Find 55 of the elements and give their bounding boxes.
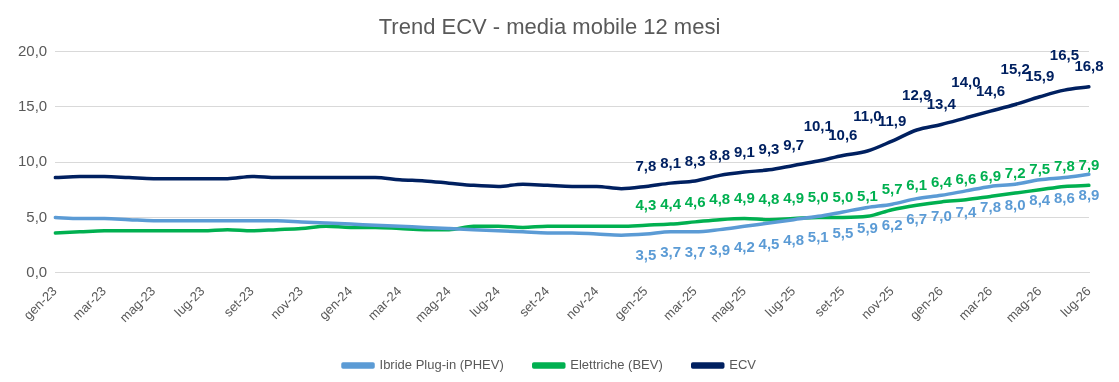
data-label: 7,8 (635, 157, 657, 175)
chart-title: Trend ECV - media mobile 12 mesi (378, 14, 721, 40)
data-label: 8,3 (684, 151, 706, 169)
data-label: 6,6 (955, 170, 977, 188)
legend-label: ECV (729, 357, 757, 373)
data-label: 3,7 (660, 243, 681, 261)
data-label: 7,4 (955, 202, 978, 220)
data-label: 4,4 (660, 194, 682, 212)
data-label: 5,7 (881, 180, 903, 198)
data-label: 9,3 (758, 140, 780, 158)
data-label: 11,0 (853, 106, 882, 124)
data-label: 8,4 (1029, 191, 1051, 209)
data-label: 5,1 (807, 227, 829, 245)
data-label: 5,5 (832, 223, 854, 241)
y-tick-label: 10,0 (17, 152, 48, 170)
data-label: 4,9 (783, 189, 805, 207)
data-label: 7,8 (1053, 157, 1075, 175)
data-label: 6,2 (881, 215, 903, 233)
y-tick-label: 20,0 (17, 41, 48, 59)
data-label: 5,0 (807, 188, 829, 206)
y-tick-label: 0,0 (26, 262, 48, 280)
data-label: 3,9 (709, 241, 731, 259)
data-label: 8,9 (1078, 185, 1100, 203)
data-label: 8,8 (709, 146, 731, 164)
data-label: 3,7 (684, 243, 706, 261)
data-label: 5,0 (832, 188, 854, 206)
y-tick-label: 5,0 (26, 207, 48, 225)
data-label: 7,8 (980, 198, 1001, 216)
data-label: 8,1 (660, 153, 681, 171)
data-label: 6,7 (906, 210, 928, 228)
data-label: 4,6 (684, 192, 706, 210)
data-label: 7,9 (1078, 155, 1100, 173)
legend-label: Elettriche (BEV) (570, 357, 663, 373)
data-label: 7,5 (1029, 160, 1051, 178)
data-label: 6,9 (980, 167, 1001, 185)
data-label: 8,6 (1053, 189, 1075, 207)
data-label: 4,5 (758, 234, 780, 252)
data-label: 9,7 (783, 136, 805, 154)
data-label: 4,3 (635, 195, 657, 213)
y-tick-label: 15,0 (17, 96, 48, 114)
data-label: 4,8 (758, 190, 780, 208)
data-label: 7,0 (930, 206, 952, 224)
data-label: 4,8 (783, 231, 805, 249)
data-label: 4,8 (709, 190, 731, 208)
data-label: 7,2 (1004, 163, 1026, 181)
data-label: 6,4 (930, 172, 953, 190)
data-label: 3,5 (635, 245, 657, 263)
data-label: 4,2 (733, 237, 755, 255)
data-label: 6,1 (906, 175, 928, 193)
data-label: 4,9 (733, 189, 755, 207)
data-label: 8,0 (1004, 195, 1026, 213)
data-label: 5,9 (857, 219, 878, 237)
legend-label: Ibride Plug-in (PHEV) (379, 357, 504, 373)
data-label: 9,1 (733, 142, 755, 160)
data-label: 5,1 (857, 186, 878, 204)
